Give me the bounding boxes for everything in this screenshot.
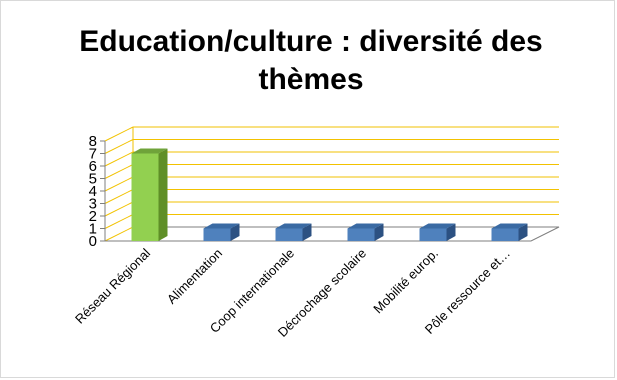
bar-front <box>131 153 159 241</box>
bar-side <box>374 223 384 241</box>
bar-side <box>446 223 456 241</box>
bar-front <box>347 228 375 241</box>
side-wall-gridline <box>104 139 134 154</box>
side-wall-gridline <box>104 226 134 242</box>
bar-top <box>347 223 384 229</box>
bar-front <box>203 228 231 241</box>
side-wall-gridline <box>104 214 134 229</box>
y-tick-label: 2 <box>89 208 97 225</box>
bar-top <box>491 223 528 229</box>
y-tick-label: 8 <box>89 133 97 150</box>
y-tick-label: 7 <box>89 146 97 163</box>
bar-top <box>419 223 456 229</box>
chart-title: Education/culture : diversité des thèmes <box>79 25 543 96</box>
bar-side <box>230 223 240 241</box>
side-wall-gridline <box>104 189 134 204</box>
bar <box>203 223 240 241</box>
bar <box>347 223 384 241</box>
x-category-label: Réseau Régional <box>72 245 153 326</box>
side-wall-gridline <box>104 201 134 217</box>
floor-outline <box>105 226 560 242</box>
y-tick-label: 5 <box>89 171 97 188</box>
bar <box>419 223 456 241</box>
side-wall-gridline <box>104 164 134 179</box>
bar-side <box>518 223 528 241</box>
bars-layer <box>131 148 528 241</box>
y-tick-label: 0 <box>89 233 97 250</box>
y-tick-label: 4 <box>89 183 97 200</box>
side-wall-gridline <box>104 176 134 192</box>
bar-side <box>302 223 312 241</box>
bar-top <box>131 148 168 154</box>
y-tick-label: 6 <box>89 158 97 175</box>
side-wall-gridline <box>104 126 134 142</box>
bar-top <box>203 223 240 229</box>
bar-side <box>158 148 168 241</box>
bar <box>491 223 528 241</box>
bar-top <box>275 223 312 229</box>
grid-layer <box>104 126 560 242</box>
side-wall-gridline <box>104 151 134 167</box>
x-category-label: Mobilité europ. <box>370 246 441 317</box>
x-category-label: Alimentation <box>164 246 225 307</box>
bar <box>131 148 168 241</box>
y-tick-label: 1 <box>89 221 97 238</box>
bar <box>275 223 312 241</box>
bar-front <box>419 228 447 241</box>
bar-front <box>491 228 519 241</box>
y-tick-label: 3 <box>89 196 97 213</box>
bar-front <box>275 228 303 241</box>
